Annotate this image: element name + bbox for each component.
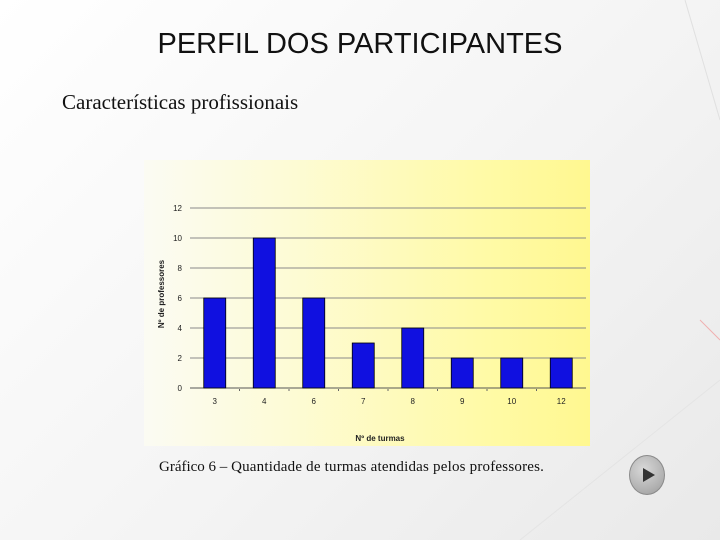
bar-chart: 0 2 4 6 8 10 12 3 4 6 7 8 9 10 12 Nº de turmas Nº de pro… (157, 204, 586, 443)
caption-text: Quantidade de turmas atendidas pelos pro… (231, 459, 545, 475)
x-axis-label: Nº de turmas (355, 434, 405, 443)
y-tick-label: 12 (173, 204, 182, 213)
x-tick-label: 10 (507, 397, 516, 406)
bar (401, 327, 425, 389)
bar (302, 297, 326, 389)
y-tick-label: 2 (178, 354, 183, 363)
chart-caption: Gráfico 6 – Quantidade de turmas atendid… (159, 459, 544, 476)
x-tick-label: 6 (312, 397, 317, 406)
x-tick-label: 8 (411, 397, 416, 406)
y-tick-label: 6 (178, 294, 183, 303)
y-tick-label: 4 (178, 324, 183, 333)
y-tick-label: 10 (173, 234, 182, 243)
bar (252, 237, 276, 389)
bar (450, 357, 474, 389)
bar (203, 297, 227, 389)
y-tick-label: 8 (178, 264, 183, 273)
x-tick-label: 12 (557, 397, 566, 406)
caption-label: Gráfico 6 – (159, 459, 228, 475)
y-tick-label: 0 (178, 384, 183, 393)
x-tick-label: 4 (262, 397, 267, 406)
section-subtitle: Características profissionais (62, 90, 299, 114)
bar (549, 357, 573, 389)
next-slide-button[interactable] (629, 455, 665, 495)
x-tick-label: 7 (361, 397, 366, 406)
bar (351, 342, 375, 389)
page-title: PERFIL DOS PARTICIPANTES (157, 28, 563, 60)
chart-panel: 0 2 4 6 8 10 12 3 4 6 7 8 9 10 12 Nº de turmas Nº de pro… (144, 160, 590, 446)
bar (500, 357, 524, 389)
x-tick-label: 9 (460, 397, 465, 406)
y-axis-label: Nº de professores (157, 259, 166, 328)
play-icon (643, 468, 655, 482)
x-tick-label: 3 (213, 397, 218, 406)
